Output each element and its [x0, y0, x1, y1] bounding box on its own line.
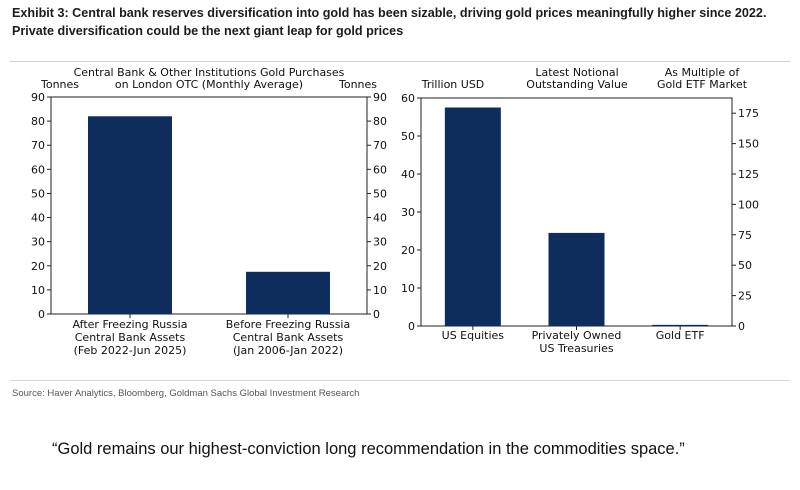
right-axis-tick-label: 0 — [738, 320, 745, 333]
bar-2 — [548, 232, 605, 326]
right-axis-tick-label: 10 — [373, 284, 387, 297]
left-axis-tick-label: 70 — [31, 139, 45, 152]
left-chart-title-line: Central Bank & Other Institutions Gold P… — [74, 66, 345, 79]
left-axis-tick-label: 40 — [31, 212, 45, 225]
left-chart-gold-purchases: Central Bank & Other Institutions Gold P… — [31, 66, 387, 357]
right-axis-tick-label: 25 — [738, 290, 752, 303]
source-divider — [10, 380, 790, 381]
right-y-axis-label: As Multiple of — [665, 66, 741, 79]
left-y-axis-label: Tonnes — [40, 78, 79, 91]
right-axis-tick-label: 50 — [738, 259, 752, 272]
right-y-axis-label: Gold ETF Market — [657, 78, 748, 91]
right-axis-tick-label: 75 — [738, 229, 752, 242]
left-axis-tick-label: 80 — [31, 115, 45, 128]
right-axis-tick-label: 40 — [373, 212, 387, 225]
left-axis-tick-label: 30 — [401, 206, 415, 219]
right-axis-tick-label: 100 — [738, 198, 759, 211]
source-note: Source: Haver Analytics, Bloomberg, Gold… — [12, 388, 360, 399]
bar-2 — [246, 271, 330, 314]
right-axis-tick-label: 20 — [373, 260, 387, 273]
right-axis-tick-label: 50 — [373, 187, 387, 200]
left-axis-tick-label: 50 — [31, 187, 45, 200]
bar-1 — [88, 116, 172, 315]
left-axis-tick-label: 20 — [31, 260, 45, 273]
category-label: (Jan 2006-Jan 2022) — [233, 344, 343, 357]
right-axis-tick-label: 150 — [738, 138, 759, 151]
category-label: Central Bank Assets — [75, 331, 186, 344]
category-label: Privately Owned — [532, 329, 622, 342]
left-axis-tick-label: 30 — [31, 236, 45, 249]
left-axis-tick-label: 40 — [401, 168, 415, 181]
right-axis-tick-label: 175 — [738, 107, 759, 120]
right-y-axis-label: Tonnes — [338, 78, 377, 91]
right-axis-tick-label: 70 — [373, 139, 387, 152]
left-axis-tick-label: 10 — [401, 282, 415, 295]
left-axis-tick-label: 0 — [408, 320, 415, 333]
title-divider — [10, 61, 790, 62]
right-axis-tick-label: 90 — [373, 91, 387, 104]
category-label: Before Freezing Russia — [226, 318, 350, 331]
right-axis-tick-label: 125 — [738, 168, 759, 181]
category-label: Gold ETF — [656, 329, 705, 342]
left-axis-tick-label: 90 — [31, 91, 45, 104]
commentary-quote: “Gold remains our highest-conviction lon… — [52, 440, 685, 458]
left-axis-tick-label: 50 — [401, 130, 415, 143]
right-axis-tick-label: 30 — [373, 236, 387, 249]
category-label: Central Bank Assets — [233, 331, 344, 344]
bar-3 — [652, 324, 709, 326]
value-header-line: Latest Notional — [535, 66, 618, 79]
left-axis-tick-label: 60 — [401, 92, 415, 105]
left-plot-frame — [50, 96, 368, 315]
value-header-line: Outstanding Value — [526, 78, 628, 91]
category-label: After Freezing Russia — [73, 318, 188, 331]
left-y-axis-label: Trillion USD — [421, 78, 485, 91]
category-label: US Equities — [442, 329, 505, 342]
bar-1 — [444, 107, 501, 326]
right-axis-tick-label: 60 — [373, 163, 387, 176]
exhibit-title: Exhibit 3: Central bank reserves diversi… — [12, 6, 767, 38]
left-axis-tick-label: 20 — [401, 244, 415, 257]
right-axis-tick-label: 80 — [373, 115, 387, 128]
category-label: (Feb 2022-Jun 2025) — [74, 344, 187, 357]
right-axis-tick-label: 0 — [373, 308, 380, 321]
left-axis-tick-label: 10 — [31, 284, 45, 297]
left-chart-title-line: on London OTC (Monthly Average) — [115, 78, 303, 91]
left-axis-tick-label: 60 — [31, 163, 45, 176]
left-axis-tick-label: 0 — [38, 308, 45, 321]
category-label: US Treasuries — [539, 342, 613, 355]
